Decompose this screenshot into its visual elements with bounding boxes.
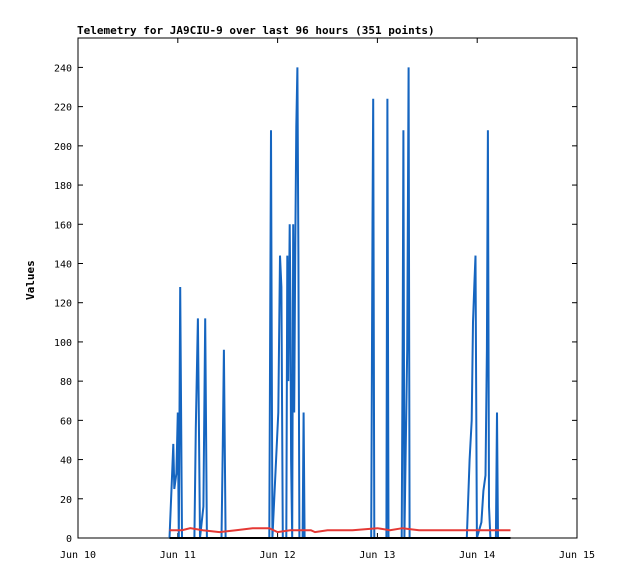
chart-title: Telemetry for JA9CIU-9 over last 96 hour…	[77, 24, 435, 37]
x-tick-label: Jun 11	[160, 550, 196, 561]
plot-frame	[77, 37, 578, 539]
y-tick-label: 160	[54, 220, 72, 231]
series-line-0	[168, 67, 499, 539]
x-tick-label: Jun 10	[60, 550, 96, 561]
y-tick-label: 20	[60, 495, 72, 506]
y-tick-label: 40	[60, 456, 72, 467]
x-tick-label: Jun 14	[459, 550, 495, 561]
x-tick-label: Jun 12	[260, 550, 296, 561]
y-tick-label: 240	[54, 63, 72, 74]
x-tick-label: Jun 15	[559, 550, 595, 561]
y-axis-label: Values	[24, 260, 37, 300]
y-tick-label: 60	[60, 416, 72, 427]
y-tick-label: 200	[54, 142, 72, 153]
y-tick-label: 120	[54, 299, 72, 310]
series-line-1	[169, 527, 511, 534]
y-tick-label: 140	[54, 259, 72, 270]
y-tick-label: 80	[60, 377, 72, 388]
y-tick-label: 0	[66, 534, 72, 545]
x-tick-label: Jun 13	[359, 550, 395, 561]
y-tick-label: 100	[54, 338, 72, 349]
y-tick-label: 220	[54, 103, 72, 114]
y-tick-label: 180	[54, 181, 72, 192]
